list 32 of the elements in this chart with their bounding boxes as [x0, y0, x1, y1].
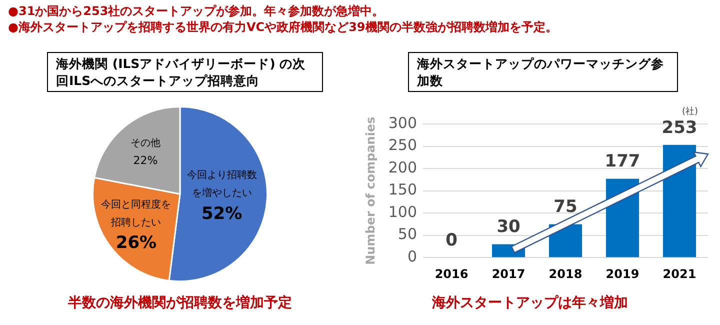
chart-title: 海外機関 (ILSアドバイザリーボード) の次回ILSへのスタートアップ招聘意向 [47, 52, 323, 92]
x-tick-label: 2016 [434, 266, 468, 281]
text: 海外スタートアップは年々増加 [431, 294, 629, 312]
text: ●海外スタートアップを招聘する世界の有力VCや政府機関など39機関の半数強が招聘数増加を予定。 [8, 19, 558, 35]
x-tick-label: 2017 [492, 266, 526, 281]
data-label: 177 [604, 152, 640, 172]
x-tick-label: 2018 [548, 266, 582, 281]
data-label: 52% [201, 204, 242, 224]
text: 半数の海外機関が招聘数を増加予定 [67, 294, 293, 312]
text: (社) [682, 106, 698, 118]
x-tick-label: 2019 [606, 266, 640, 281]
y-tick-label: 50 [398, 225, 418, 244]
y-tick-label: 150 [388, 180, 418, 199]
y-axis-title: Number of companies [363, 116, 378, 265]
y-tick-label: 300 [388, 114, 418, 132]
slice-label: その他 [130, 136, 161, 149]
y-tick-label: 0 [407, 247, 418, 266]
y-tick-label: 250 [388, 136, 418, 154]
bar [662, 144, 696, 258]
y-tick-label: 200 [388, 158, 418, 176]
data-label: 26% [116, 233, 157, 254]
data-label: 30 [496, 217, 521, 238]
text: ●31か国から253社のスタートアップが参加。年々参加数が急増中。 [8, 3, 384, 19]
x-tick-label: 2021 [662, 266, 696, 281]
y-tick-label: 100 [388, 202, 418, 221]
chart-title: 海外スタートアップのパワーマッチング参加数 [408, 52, 678, 92]
data-label: 253 [662, 118, 698, 138]
slice-label: 今回と同程度を招聘したい [101, 198, 172, 228]
data-label: 22% [133, 154, 158, 168]
slice-label: 今回より招聘数を増やしたい [186, 169, 257, 200]
data-label: 75 [554, 197, 578, 218]
data-label: 0 [446, 230, 458, 251]
